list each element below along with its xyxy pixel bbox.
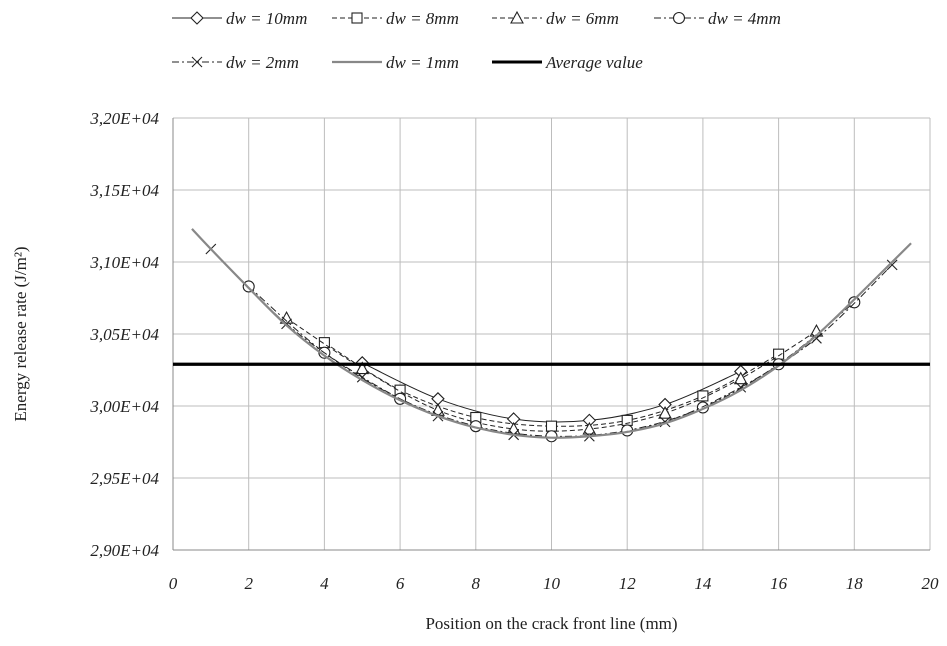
- legend-item-dw-6mm: dw = 6mm: [492, 9, 619, 28]
- data-point: [545, 420, 558, 432]
- data-point: [545, 430, 558, 443]
- x-tick-label: 8: [472, 574, 481, 593]
- x-tick-label: 16: [770, 574, 788, 593]
- data-point: [848, 296, 861, 309]
- x-tick-label: 20: [922, 574, 940, 593]
- legend-item-dw-1mm: dw = 1mm: [332, 53, 459, 72]
- legend-marker: [191, 56, 203, 68]
- legend-label: dw = 4mm: [708, 9, 781, 28]
- tick-labels: 0 2 4 6 8 10 12 14 16 18 20 2,90E+04 2,95E+04 3,00E+0…: [89, 109, 939, 593]
- legend-label: dw = 10mm: [226, 9, 307, 28]
- legend-marker: [351, 12, 363, 24]
- x-tick-label: 4: [320, 574, 329, 593]
- x-tick-label: 12: [619, 574, 637, 593]
- data-point: [621, 414, 633, 426]
- data-point: [658, 406, 672, 419]
- data-point: [735, 381, 747, 393]
- legend-item-dw-8mm: dw = 8mm: [332, 9, 459, 28]
- legend-marker: [510, 10, 524, 24]
- axes: [172, 118, 930, 551]
- data-point: [582, 421, 597, 435]
- y-tick-label: 3,00E+04: [89, 397, 159, 416]
- legend-marker: [190, 11, 204, 25]
- data-point: [886, 259, 898, 271]
- y-tick-label: 2,90E+04: [90, 541, 159, 560]
- y-axis-title: Energy release rate (J/m²): [11, 246, 30, 421]
- x-tick-label: 0: [169, 574, 178, 593]
- legend-label: dw = 8mm: [386, 9, 459, 28]
- x-tick-label: 2: [244, 574, 253, 593]
- y-tick-label: 3,05E+04: [89, 325, 159, 344]
- y-tick-label: 3,10E+04: [89, 253, 159, 272]
- legend: dw = 10mm dw = 8mm dw = 6mm dw = 4mm dw = 2m…: [172, 9, 781, 72]
- legend-label: dw = 1mm: [386, 53, 459, 72]
- legend-label: Average value: [545, 53, 643, 72]
- legend-marker: [672, 11, 686, 25]
- y-tick-label: 2,95E+04: [90, 469, 159, 488]
- legend-label: dw = 2mm: [226, 53, 299, 72]
- x-tick-label: 18: [846, 574, 864, 593]
- x-axis-title: Position on the crack front line (mm): [425, 614, 677, 633]
- data-point: [356, 371, 368, 383]
- x-tick-label: 14: [694, 574, 712, 593]
- series-layer: [173, 228, 930, 443]
- y-tick-label: 3,20E+04: [89, 109, 159, 128]
- y-tick-label: 3,15E+04: [89, 181, 159, 200]
- data-point: [811, 332, 822, 344]
- legend-label: dw = 6mm: [546, 9, 619, 28]
- legend-item-dw-4mm: dw = 4mm: [654, 9, 781, 28]
- x-tick-label: 10: [543, 574, 561, 593]
- data-point: [733, 371, 748, 385]
- legend-item-dw-10mm: dw = 10mm: [172, 9, 307, 28]
- data-point: [431, 392, 445, 406]
- series-line-dw-1mm: [191, 228, 912, 439]
- legend-item-average-value: Average value: [492, 53, 643, 72]
- series-dw-1mm: [191, 228, 912, 439]
- data-point: [355, 361, 370, 375]
- data-point: [697, 390, 709, 402]
- x-tick-label: 6: [396, 574, 405, 593]
- legend-item-dw-2mm: dw = 2mm: [172, 53, 299, 72]
